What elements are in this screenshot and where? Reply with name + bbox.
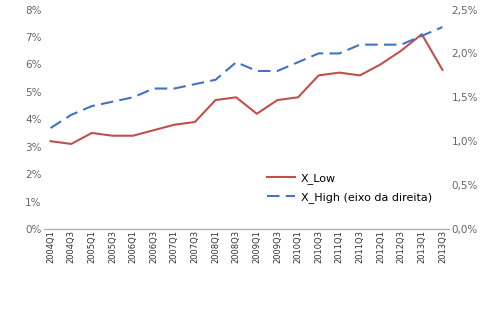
Legend: X_Low, X_High (eixo da direita): X_Low, X_High (eixo da direita) (264, 169, 435, 206)
